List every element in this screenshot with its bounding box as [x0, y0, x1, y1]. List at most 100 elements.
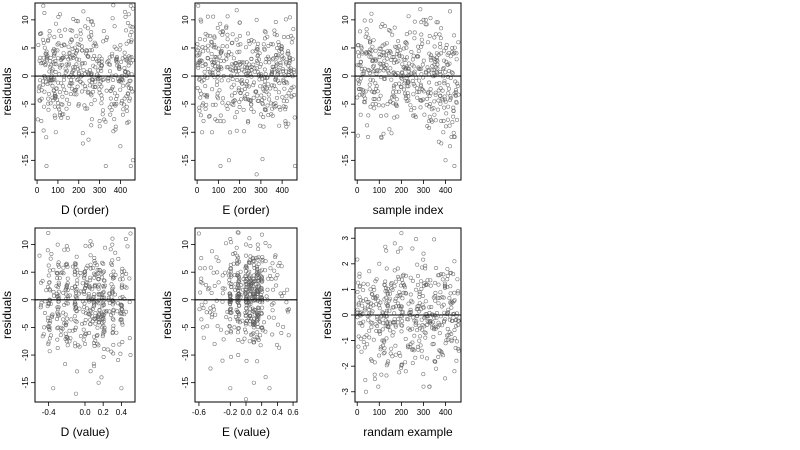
x-axis-label: D (value): [61, 425, 110, 439]
data-point: [436, 354, 441, 359]
data-point: [447, 123, 452, 128]
data-point: [243, 265, 248, 270]
data-point: [266, 43, 271, 48]
data-point: [213, 117, 218, 122]
data-point: [96, 277, 101, 282]
data-point: [384, 113, 389, 118]
data-point: [445, 267, 450, 272]
data-point: [390, 333, 395, 338]
data-point: [230, 40, 235, 45]
data-point: [362, 66, 367, 71]
data-point: [130, 158, 135, 163]
data-point: [128, 55, 133, 60]
data-point: [57, 313, 62, 318]
data-point: [105, 35, 110, 40]
data-point: [37, 78, 42, 83]
data-point: [394, 102, 399, 107]
data-point: [62, 43, 67, 48]
data-point: [206, 287, 211, 292]
data-point: [254, 271, 259, 276]
data-point: [92, 271, 97, 276]
data-point: [448, 291, 453, 296]
x-tick-label: 100: [51, 186, 65, 195]
data-point: [95, 76, 100, 81]
data-point: [62, 247, 67, 252]
data-point: [395, 266, 400, 271]
data-point: [227, 158, 232, 163]
data-point: [406, 84, 411, 89]
data-point: [442, 310, 447, 315]
data-point: [93, 338, 98, 343]
data-point: [420, 62, 425, 67]
data-point: [258, 62, 263, 67]
data-point: [433, 298, 438, 303]
data-point: [411, 348, 416, 353]
data-point: [114, 59, 119, 64]
data-point: [408, 309, 413, 314]
data-points: [355, 7, 461, 169]
data-point: [409, 49, 414, 54]
data-point: [454, 358, 459, 363]
data-point: [107, 309, 112, 314]
data-point: [236, 317, 241, 322]
data-point: [441, 66, 446, 71]
data-point: [130, 25, 135, 30]
data-point: [413, 355, 418, 360]
data-point: [55, 307, 60, 312]
data-point: [204, 310, 209, 315]
data-point: [76, 70, 81, 75]
data-point: [51, 88, 56, 93]
data-point: [116, 256, 121, 261]
data-point: [445, 117, 450, 122]
data-point: [425, 96, 430, 101]
data-point: [115, 63, 120, 68]
data-point: [411, 315, 416, 320]
data-point: [384, 363, 389, 368]
data-point: [249, 98, 254, 103]
data-point: [276, 263, 281, 268]
data-point: [288, 88, 293, 93]
data-point: [45, 315, 50, 320]
data-point: [251, 276, 256, 281]
y-axis-label: residuals: [0, 291, 14, 339]
data-point: [265, 103, 270, 108]
data-point: [236, 352, 241, 357]
x-tick-label: 0.4: [116, 408, 128, 417]
x-tick-label: 400: [275, 186, 289, 195]
data-point: [256, 306, 261, 311]
data-point: [277, 81, 282, 86]
data-point: [67, 74, 72, 79]
data-point: [201, 119, 206, 124]
data-point: [396, 89, 401, 94]
data-point: [443, 317, 448, 322]
data-point: [436, 282, 441, 287]
data-point: [420, 323, 425, 328]
data-point: [438, 290, 443, 295]
data-point: [55, 42, 60, 47]
data-point: [197, 307, 202, 312]
data-point: [263, 259, 268, 264]
data-point: [92, 294, 97, 299]
data-point: [452, 45, 457, 50]
data-point: [379, 372, 384, 377]
data-point: [57, 276, 62, 281]
data-point: [391, 305, 396, 310]
data-point: [78, 79, 83, 84]
data-point: [251, 320, 256, 325]
data-point: [65, 287, 70, 292]
data-point: [422, 112, 427, 117]
data-point: [289, 94, 294, 99]
data-point: [434, 265, 439, 270]
data-point: [258, 343, 263, 348]
data-point: [419, 279, 424, 284]
data-point: [89, 123, 94, 128]
data-point: [385, 56, 390, 61]
data-point: [261, 320, 266, 325]
data-point: [225, 14, 230, 19]
data-point: [362, 100, 367, 105]
data-point: [416, 347, 421, 352]
data-point: [260, 255, 265, 260]
data-point: [369, 55, 374, 60]
data-point: [52, 92, 57, 97]
data-point: [75, 84, 80, 89]
